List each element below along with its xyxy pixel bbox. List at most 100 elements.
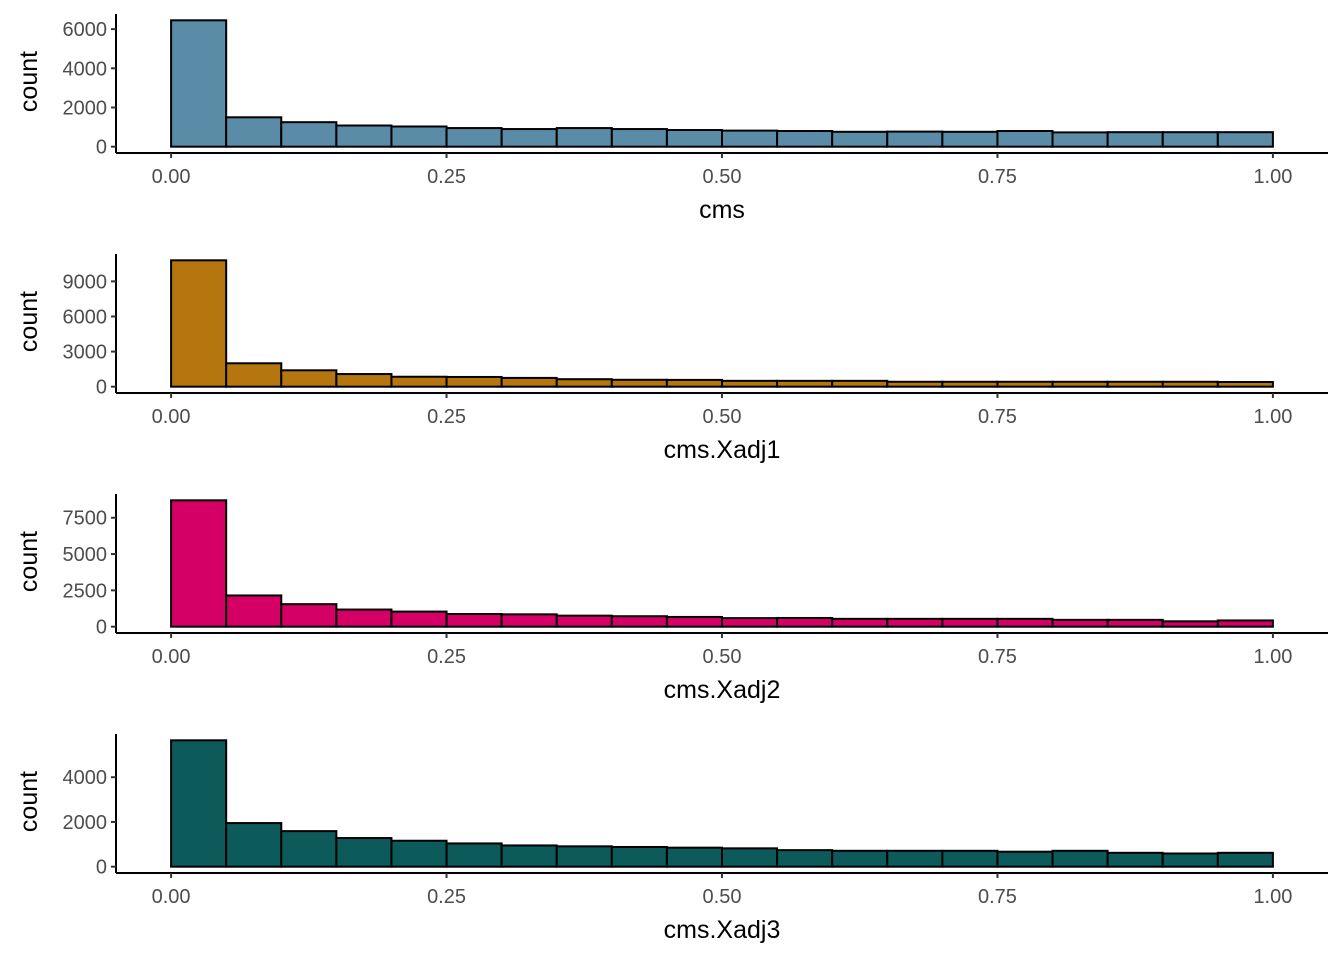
y-tick-label: 0 [96,857,107,879]
histogram-bar [1051,849,1109,868]
y-tick-label: 0 [96,617,107,639]
x-axis-title: cms.Xadj3 [664,916,781,944]
histogram-bar [665,378,724,388]
histogram-bar [1106,380,1164,388]
histogram-bar [721,617,779,628]
y-tick-label: 2000 [63,812,108,834]
histogram-bar [941,130,999,148]
histogram-bar [225,362,283,388]
x-axis-title: cms [699,196,745,224]
histogram-bar [996,130,1054,148]
histogram-bar [555,845,613,868]
y-tick-label: 2000 [63,97,108,119]
x-tick-label: 0.50 [703,166,742,188]
y-axis-title: count [15,291,43,352]
histogram-bar [335,373,393,388]
x-tick-label: 0.75 [978,406,1017,428]
histogram-bar [776,379,834,388]
y-tick-label: 0 [96,137,107,159]
x-tick-label: 1.00 [1253,646,1292,668]
panel-3: 0 2500 5000 7500 0.00 0.25 0.50 0.75 1.00 cms.Xad… [15,494,1328,704]
x-tick-label: 1.00 [1253,406,1292,428]
histogram-bar [831,379,889,388]
y-tick-label: 6000 [63,19,108,41]
histogram-bar [1216,851,1274,868]
x-tick-label: 0.50 [703,646,742,668]
histogram-bar [225,116,283,148]
x-tick-label: 1.00 [1253,166,1292,188]
histogram-bar [721,129,779,148]
histogram-bar [831,617,889,628]
histogram-bar [500,844,558,868]
histogram-bar [941,617,999,628]
histogram-bar [1216,381,1274,388]
y-axis-title: count [15,531,43,592]
y-axis-title: count [15,771,43,832]
histogram-bar [335,124,393,148]
histogram-bar [610,846,668,868]
y-tick-label: 0 [96,377,107,399]
y-tick-label: 4000 [63,58,108,80]
x-tick-label: 0.75 [978,166,1017,188]
x-tick-label: 0.25 [427,646,466,668]
x-tick-label: 0.00 [152,886,191,908]
histogram-bar [831,130,889,148]
histogram-bar [225,594,283,628]
histogram-bar [225,822,283,868]
panel-2: 0 3000 6000 9000 0.00 0.25 0.50 0.75 1.00 cms.Xad… [15,254,1328,464]
x-tick-label: 0.50 [703,406,742,428]
histogram-bar [335,608,393,628]
y-tick-label: 4000 [63,767,108,789]
histogram-bar [721,379,779,388]
histogram-bar [170,259,228,388]
x-axis-title: cms.Xadj1 [664,436,781,464]
histogram-bar [1051,380,1109,388]
histogram-bar [996,617,1054,628]
histogram-bar [886,130,944,148]
histogram-bar [721,847,779,868]
histogram-bar [886,849,944,868]
x-tick-label: 0.00 [152,646,191,668]
x-tick-label: 0.50 [703,886,742,908]
histogram-bar [445,613,503,628]
histogram-bar [776,616,834,628]
y-tick-label: 5000 [63,544,108,566]
histogram-bar [1216,131,1274,148]
histogram-bar [776,849,834,868]
histogram-bar [665,846,724,868]
histogram-bar [1106,131,1164,148]
histogram-bar [996,850,1054,868]
histogram-bar [665,615,724,628]
x-tick-label: 0.00 [152,406,191,428]
histogram-bar [610,615,668,628]
histogram-bar [280,121,338,148]
histogram-bar [280,830,338,868]
y-tick-label: 6000 [63,306,108,328]
histogram-bar [335,837,393,868]
histogram-bar [1161,620,1219,628]
panel-4: 0 2000 4000 0.00 0.25 0.50 0.75 1.00 cms.Xadj3 co… [15,734,1328,944]
histogram-bar [665,129,724,148]
histogram-bar [941,380,999,388]
histogram-bar [1106,618,1164,628]
histogram-bar [610,378,668,388]
histogram-bar [390,125,448,148]
histogram-bar [996,380,1054,388]
x-tick-label: 0.25 [427,886,466,908]
x-tick-label: 0.75 [978,886,1017,908]
histogram-bar [555,378,613,388]
x-axis-title: cms.Xadj2 [664,676,781,704]
histogram-bar [170,19,228,148]
histogram-bar [831,849,889,868]
histogram-bar [390,839,448,868]
histogram-bar [1216,619,1274,628]
histogram-bar [170,739,228,868]
histogram-bar [170,499,228,628]
y-tick-label: 2500 [63,580,108,602]
histogram-bar [445,127,503,148]
x-tick-label: 0.25 [427,166,466,188]
histogram-bar [610,128,668,148]
histogram-bar [1161,131,1219,148]
y-tick-label: 9000 [63,271,108,293]
histogram-bar [1106,851,1164,868]
